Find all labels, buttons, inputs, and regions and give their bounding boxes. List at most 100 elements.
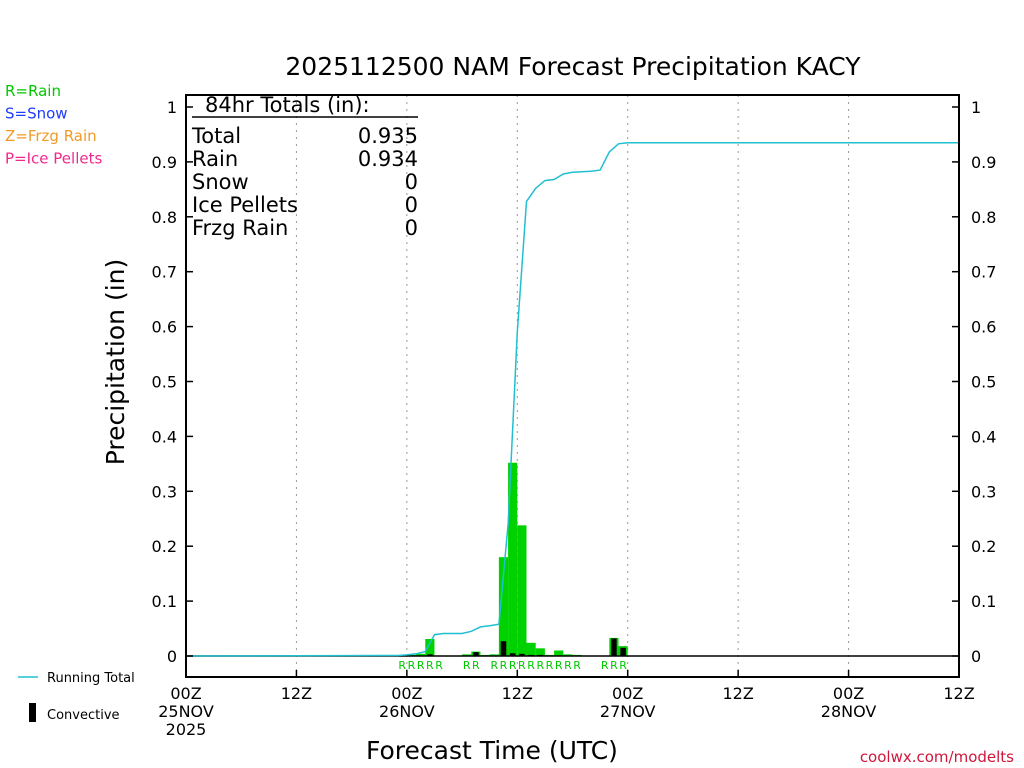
precip-type-legend-item: R=Rain [5, 82, 61, 100]
y-axis-label: Precipitation (in) [101, 259, 130, 466]
precip-type-label: R [527, 659, 535, 672]
y-tick-label: 0.7 [971, 263, 996, 282]
precip-bar [517, 525, 527, 656]
precip-type-legend: R=Rain S=Snow Z=Frzg Rain P=Ice Pellets [5, 82, 102, 168]
precip-type-label: R [573, 659, 581, 672]
y-tick-label: 1 [167, 98, 177, 117]
y-tick-label: 0.2 [971, 537, 996, 556]
precip-bar [526, 642, 536, 656]
precip-type-label: R [555, 659, 563, 672]
precip-type-label: R [509, 659, 517, 672]
y-tick-label: 0.5 [971, 373, 996, 392]
precip-type-label: R [619, 659, 627, 672]
precip-bar [416, 653, 426, 656]
convective-bar [611, 638, 617, 656]
y-tick-label: 0.7 [152, 263, 177, 282]
x-tick-label: 28NOV [821, 702, 877, 721]
convective-bar [509, 653, 516, 656]
convective-bar [519, 653, 525, 656]
y-tick-label: 0.4 [971, 427, 996, 446]
precip-type-label: R [536, 659, 544, 672]
grid-lines [295, 95, 850, 677]
precip-type-label: R [564, 659, 572, 672]
y-tick-label: 0.1 [152, 592, 177, 611]
precip-bar [508, 462, 518, 656]
totals-row-value: 0 [405, 216, 418, 240]
x-tick-label: 26NOV [379, 702, 435, 721]
totals-box: 84hr Totals (in): Total 0.935 Rain 0.934 Sno… [191, 93, 418, 240]
totals-row-label: Total [191, 124, 241, 148]
x-tick-label: 25NOV [158, 702, 214, 721]
precip-type-label: R [463, 659, 471, 672]
y-tick-label: 0.6 [152, 318, 177, 337]
y-tick-label: 0.3 [971, 482, 996, 501]
precip-type-label: R [408, 659, 416, 672]
y-tick-label: 0.4 [152, 427, 177, 446]
precip-bar [498, 557, 509, 656]
x-tick-label: 12Z [281, 684, 312, 703]
precip-bar [563, 654, 573, 656]
precip-type-label: R [426, 659, 434, 672]
x-tick-label: 00Z [612, 684, 643, 703]
totals-rows: Total 0.935 Rain 0.934 Snow 0 Ice Pellets 0 Frzg… [191, 124, 418, 240]
precip-bar [489, 654, 499, 656]
precip-type-label: R [472, 659, 480, 672]
precip-type-label: R [435, 659, 443, 672]
totals-row-label: Snow [192, 170, 249, 194]
convective-legend-swatch [29, 703, 36, 722]
x-axis-label: Forecast Time (UTC) [366, 736, 618, 765]
precip-type-label: R [601, 659, 609, 672]
precipitation-bars [397, 462, 628, 657]
y-tick-label: 0.2 [152, 537, 177, 556]
chart-title: 2025112500 NAM Forecast Precipitation KA… [285, 52, 861, 81]
y-tick-label: 1 [971, 98, 981, 117]
convective-legend-label: Convective [47, 708, 120, 723]
convective-bar [500, 641, 507, 656]
y-tick-label: 0.3 [152, 482, 177, 501]
x-tick-label: 00Z [391, 684, 422, 703]
y-tick-label: 0.9 [152, 153, 177, 172]
y-axis-left: 0 0.1 0.2 0.3 0.4 0.5 0.6 0.7 0.8 0.9 1 [152, 98, 193, 666]
precip-type-label: R [500, 659, 508, 672]
totals-row-label: Rain [192, 147, 238, 171]
precip-type-label: R [398, 659, 406, 672]
y-tick-label: 0.1 [971, 592, 996, 611]
totals-row-value: 0 [405, 170, 418, 194]
precip-type-label: R [610, 659, 618, 672]
totals-row-value: 0.935 [358, 124, 418, 148]
y-tick-label: 0.5 [152, 373, 177, 392]
credit-text: coolwx.com/modelts [860, 748, 1014, 766]
series-legend: Running Total Convective [18, 671, 135, 723]
x-tick-label: 00Z [833, 684, 864, 703]
totals-heading: 84hr Totals (in): [205, 93, 370, 117]
convective-bar [427, 654, 433, 656]
totals-row-label: Frzg Rain [192, 216, 288, 240]
precip-type-label: R [417, 659, 425, 672]
precip-bar [425, 638, 435, 656]
y-tick-label: 0.9 [971, 153, 996, 172]
precip-type-label: R [518, 659, 526, 672]
x-tick-label: 27NOV [600, 702, 656, 721]
precip-type-label: R [490, 659, 498, 672]
precip-type-legend-item: P=Ice Pellets [5, 150, 102, 168]
x-tick-label: 12Z [943, 684, 974, 703]
running-total-line [185, 141, 959, 657]
y-tick-label: 0 [167, 647, 177, 666]
y-tick-label: 0 [971, 647, 981, 666]
running-total-legend-label: Running Total [47, 671, 135, 686]
plot-frame [185, 94, 960, 678]
convective-bar [473, 652, 479, 656]
convective-bar [620, 647, 626, 656]
precip-type-label: R [546, 659, 554, 672]
x-tick-label: 00Z [170, 684, 201, 703]
totals-row-value: 0 [405, 193, 418, 217]
totals-row-value: 0.934 [358, 147, 418, 171]
y-tick-label: 0.8 [152, 208, 177, 227]
totals-row-label: Ice Pellets [192, 193, 298, 217]
precip-bar [462, 654, 472, 656]
x-tick-label: 12Z [502, 684, 533, 703]
x-tick-label: 2025 [166, 720, 207, 739]
